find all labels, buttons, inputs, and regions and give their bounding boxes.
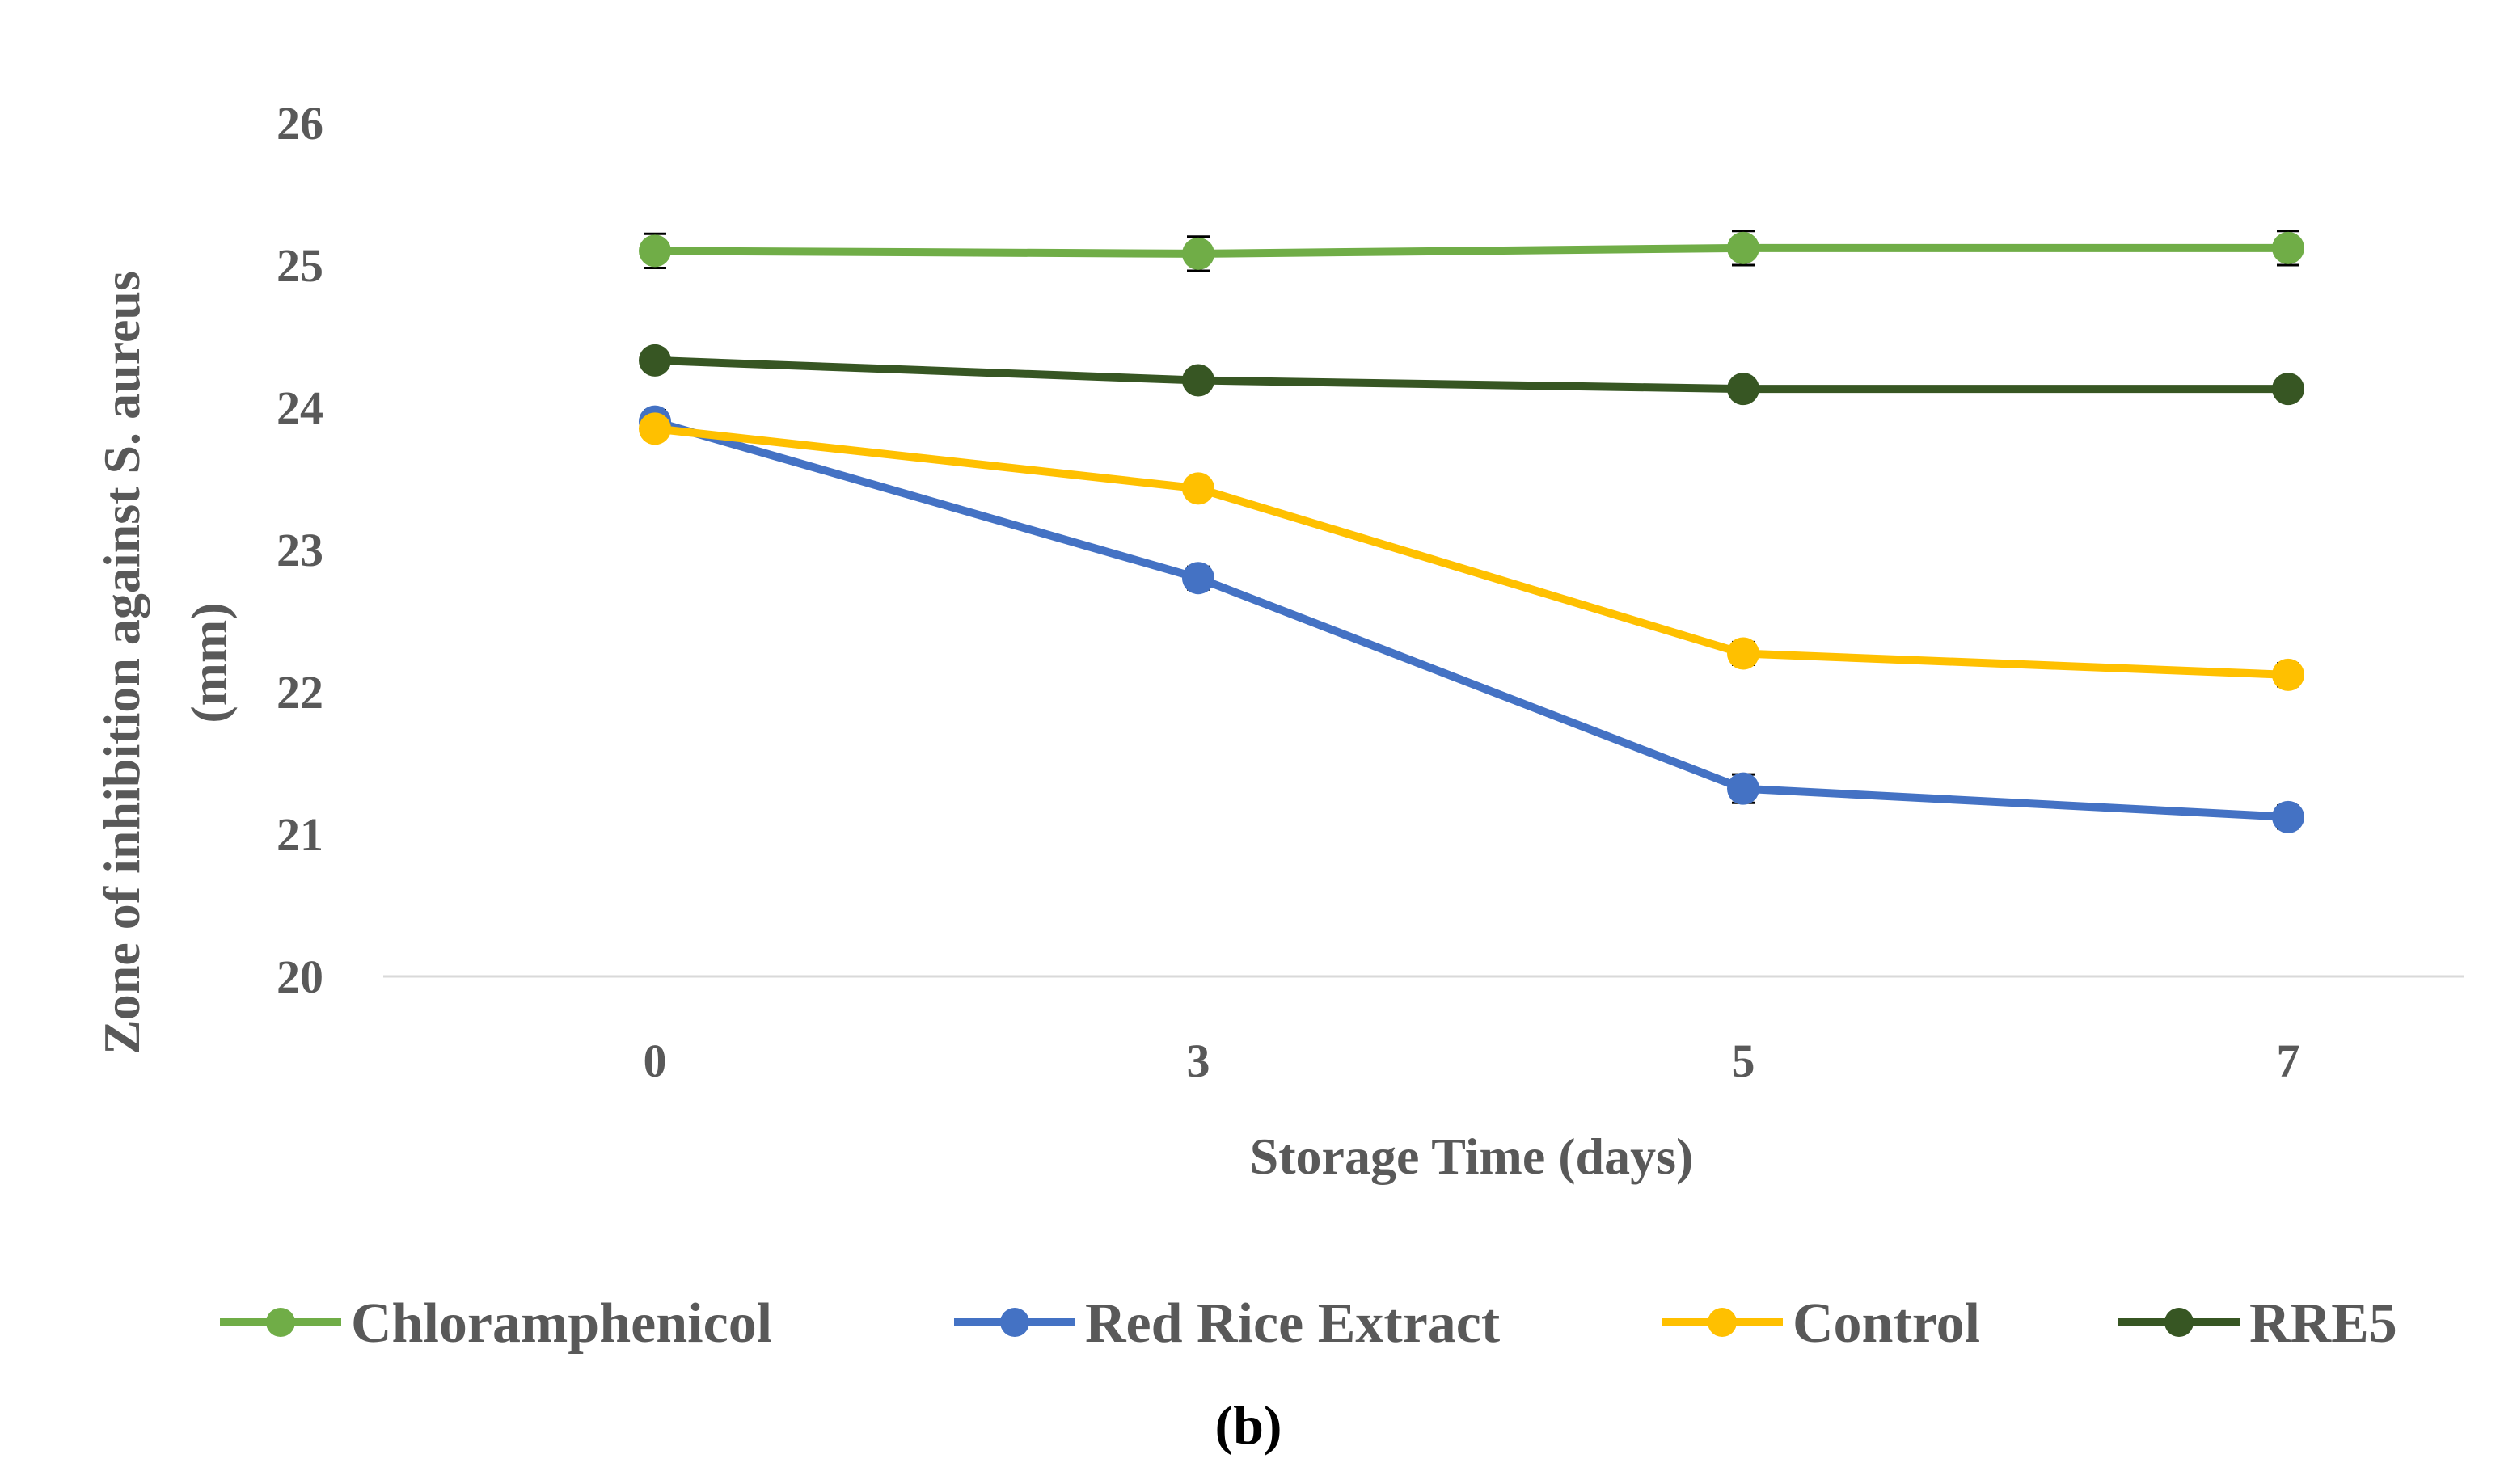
y-tick-label: 24 (277, 382, 323, 434)
x-axis-title: Storage Time (days) (1250, 1128, 1694, 1185)
data-point (639, 234, 671, 268)
series-line (651, 356, 2292, 394)
y-axis-title-line-1: Zone of inhibition against S. aureus (93, 271, 150, 1055)
data-point (1727, 772, 1759, 805)
series-red-rice-extract (639, 405, 2304, 833)
legend-item-red-rice-extract: Red Rice Extract (954, 1292, 1500, 1355)
legend-marker (266, 1308, 295, 1337)
plot-area (639, 230, 2304, 833)
legend-label: RRE5 (2249, 1292, 2397, 1355)
y-tick-label: 21 (277, 808, 323, 861)
y-tick-label: 25 (277, 239, 323, 292)
data-point (1727, 231, 1759, 264)
legend-marker (1708, 1308, 1737, 1337)
data-point (1182, 364, 1214, 397)
legend: Chloramphenicol Red Rice Extract Control RR… (220, 1292, 2397, 1355)
series-line (651, 417, 2292, 821)
legend-item-rre5: RRE5 (2118, 1292, 2397, 1355)
legend-label: Control (1793, 1292, 1980, 1355)
x-tick-label: 7 (2277, 1035, 2300, 1087)
y-axis-title: Zone of inhibition against S. aureus (mm… (93, 271, 238, 1055)
data-point (2272, 373, 2304, 406)
x-tick-label: 5 (1732, 1035, 1755, 1087)
data-point (2272, 658, 2304, 691)
series-line (651, 243, 2292, 258)
legend-marker (1000, 1308, 1029, 1337)
data-point (1182, 237, 1214, 270)
legend-label: Chloramphenicol (351, 1292, 772, 1355)
data-point (1182, 472, 1214, 505)
legend-marker (2164, 1308, 2194, 1337)
series-rre5 (639, 344, 2304, 406)
y-tick-label: 26 (277, 97, 323, 150)
x-axis: 0 3 5 7 (644, 1035, 2300, 1087)
data-point (1727, 373, 1759, 406)
series-control (639, 412, 2304, 691)
data-point (1182, 562, 1214, 595)
y-tick-label: 20 (277, 951, 323, 1003)
data-point (639, 412, 671, 445)
x-tick-label: 0 (644, 1035, 667, 1087)
figure-caption: (b) (1214, 1394, 1282, 1456)
data-point (1727, 637, 1759, 670)
series-chloramphenicol (639, 230, 2304, 272)
legend-label: Red Rice Extract (1085, 1292, 1500, 1355)
x-tick-label: 3 (1187, 1035, 1210, 1087)
y-axis-title-line-2: (mm) (180, 602, 238, 723)
data-point (2272, 231, 2304, 264)
legend-item-chloramphenicol: Chloramphenicol (220, 1292, 772, 1355)
data-point (2272, 800, 2304, 833)
series-line (651, 424, 2292, 679)
y-tick-label: 23 (277, 524, 323, 576)
data-point (639, 344, 671, 377)
y-axis: 20 21 22 23 24 25 26 (277, 97, 323, 1003)
legend-item-control: Control (1662, 1292, 1980, 1355)
y-tick-label: 22 (277, 666, 323, 719)
